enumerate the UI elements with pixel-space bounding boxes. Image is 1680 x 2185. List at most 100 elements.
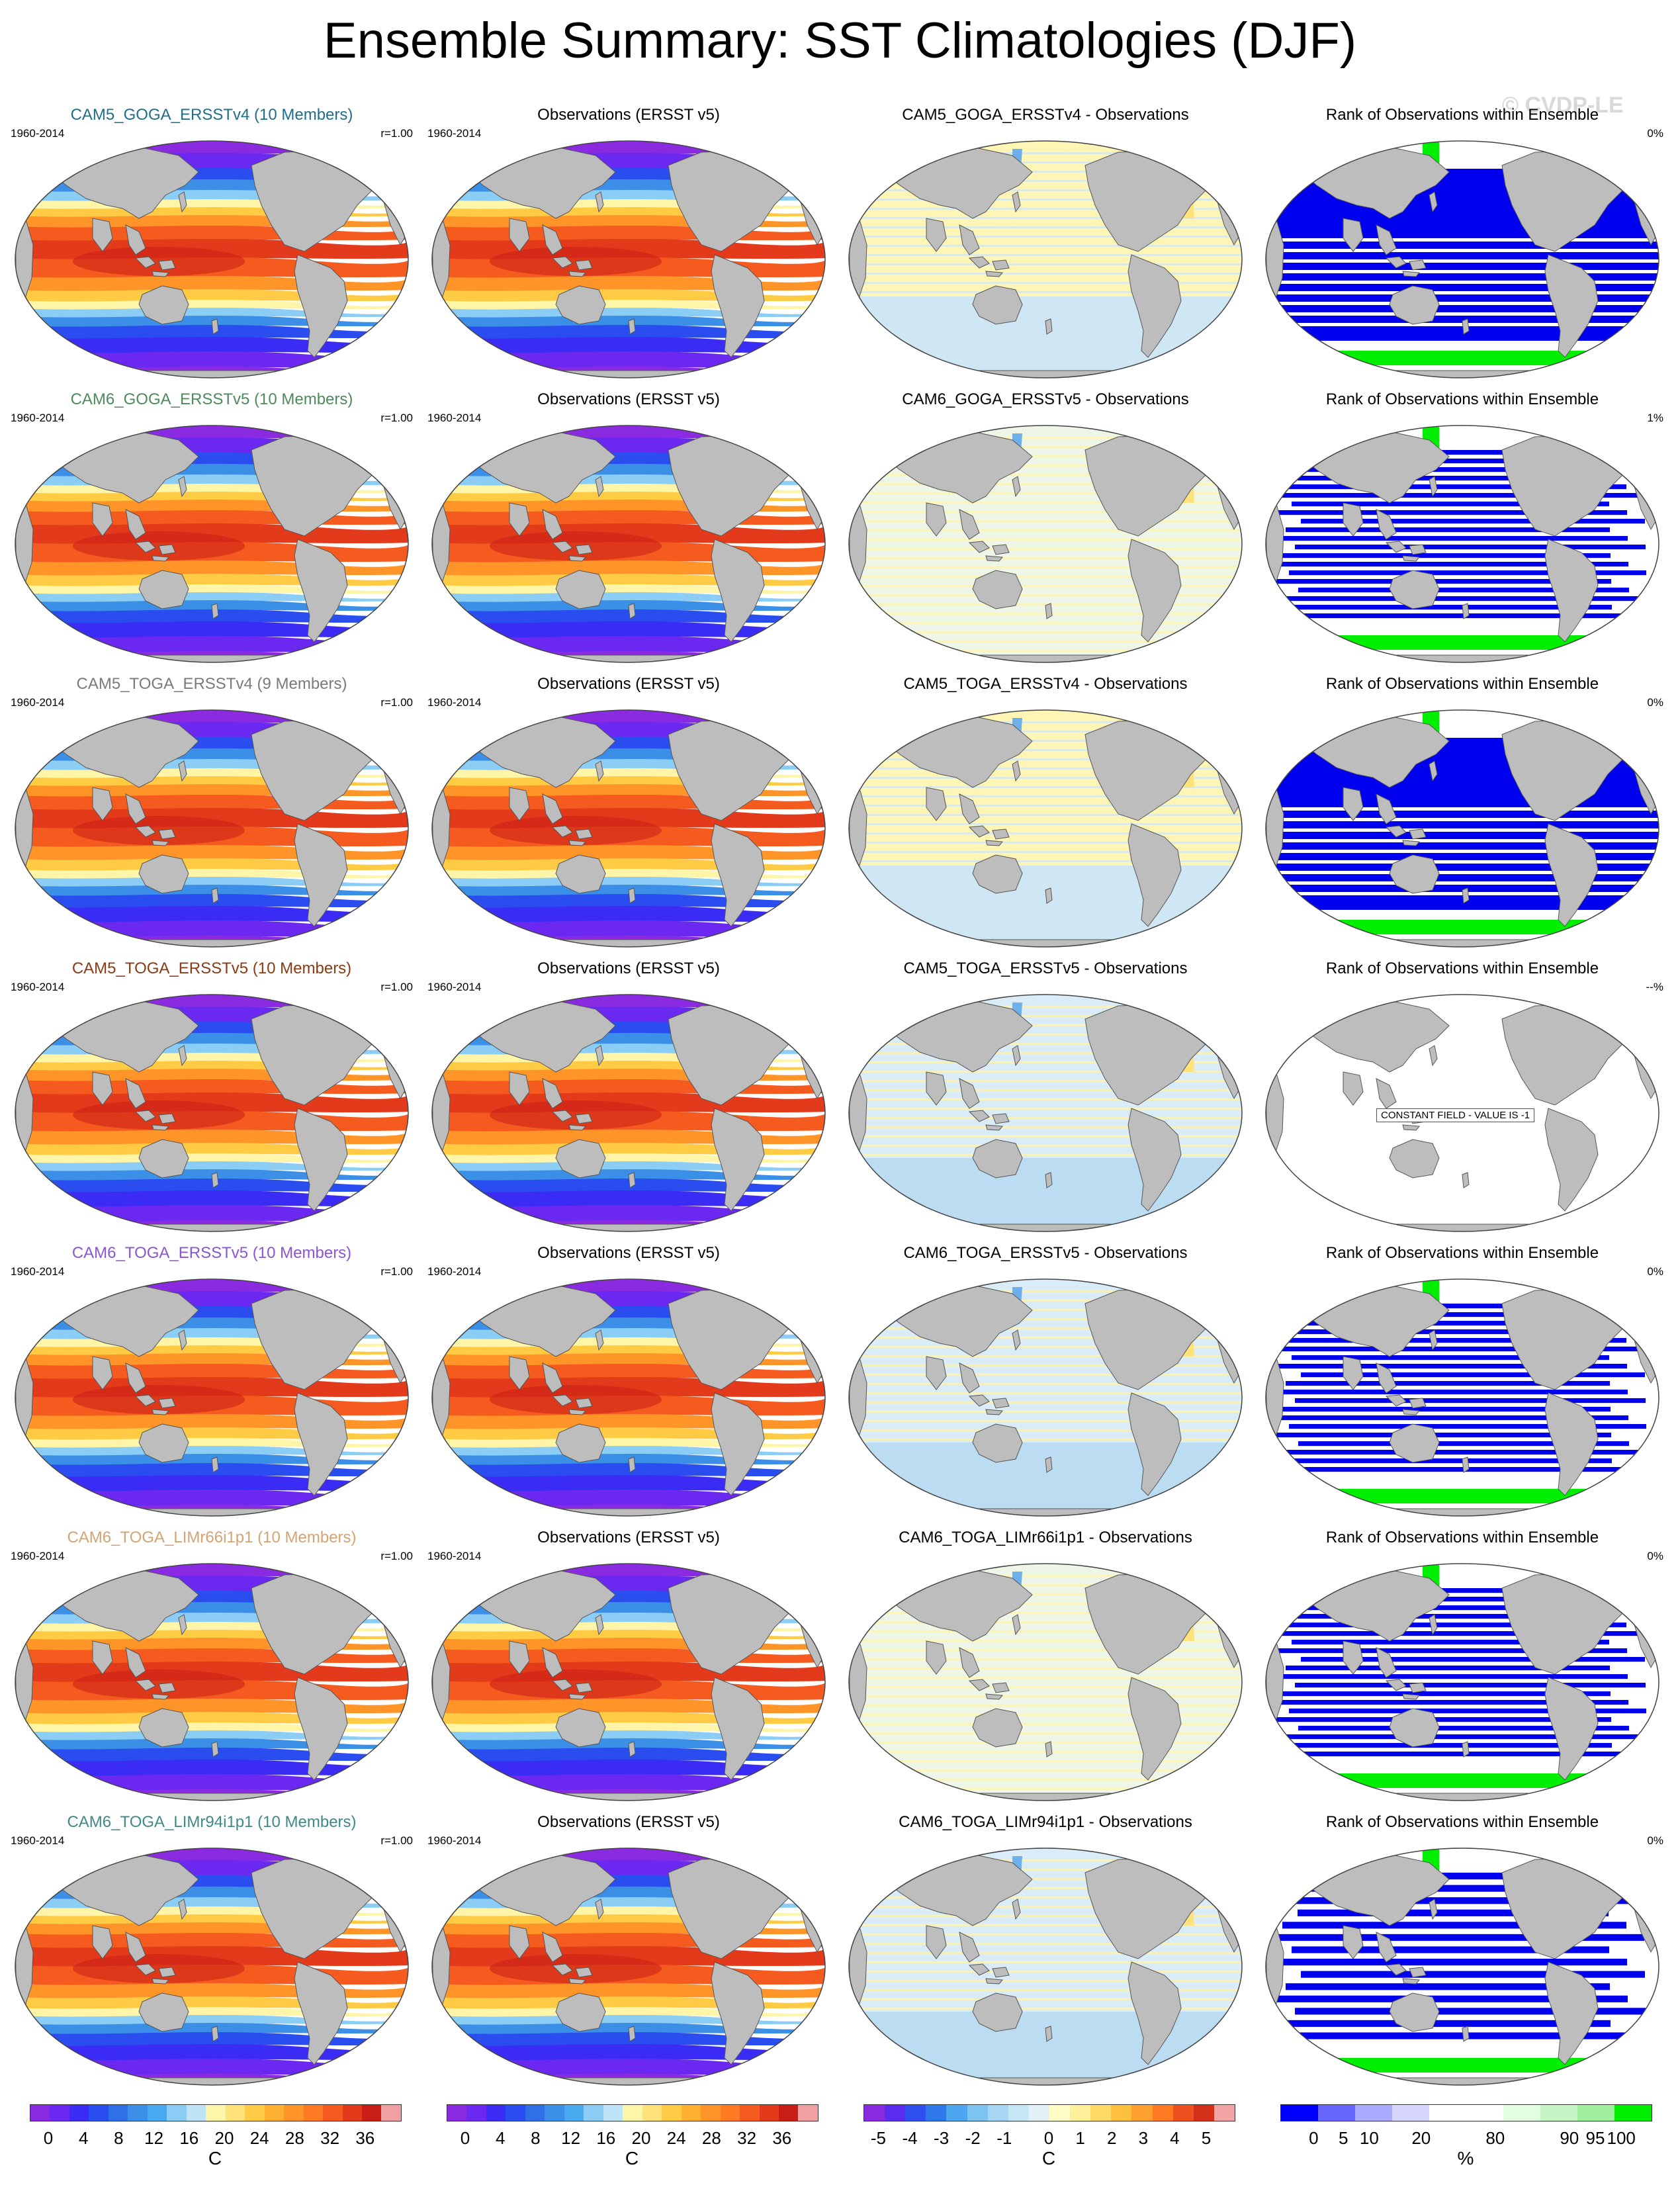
map-outline <box>431 994 826 1232</box>
colorbar-unit: % <box>1457 2148 1474 2168</box>
colorbar-swatch <box>1392 2105 1429 2121</box>
colorbar-swatch <box>50 2105 69 2121</box>
difference-map <box>847 1277 1244 1519</box>
colorbar-tick-label: 12 <box>561 2128 581 2148</box>
colorbar-tick-label: 80 <box>1485 2128 1505 2148</box>
colorbar-swatch <box>1355 2105 1392 2121</box>
panel-ensemble-mean: CAM6_TOGA_LIMr94i1p1 (10 Members) 1960-20… <box>7 1813 417 2098</box>
colorbar-swatch <box>264 2105 285 2121</box>
years-label: 1960-2014 <box>11 1265 65 1278</box>
sst-ensemble-map <box>15 709 409 948</box>
colorbar-tick-label: 20 <box>214 2128 234 2148</box>
colorbar-swatch <box>381 2105 401 2121</box>
sst-ensemble-map <box>15 140 409 379</box>
colorbar-swatch <box>662 2105 682 2121</box>
sst-map <box>430 424 827 665</box>
map-outline <box>848 425 1243 663</box>
colorbar-swatch <box>225 2105 245 2121</box>
colorbar-swatch <box>303 2105 324 2121</box>
colorbar-rank: 0 5 10 20 80 90 95 100% <box>1280 2104 1652 2177</box>
map-outline <box>1265 1278 1659 1517</box>
sst-map <box>430 139 827 380</box>
colorbar-swatch <box>486 2105 506 2121</box>
colorbar-unit: C <box>625 2148 639 2168</box>
rank-map-svg <box>1265 1278 1659 1517</box>
panel-rank: Rank of Observations within Ensemble 1% <box>1257 390 1667 675</box>
map-outline <box>848 709 1243 948</box>
ensemble-title: CAM5_GOGA_ERSSTv4 (10 Members) <box>70 106 353 124</box>
colorbar-unit: C <box>208 2148 222 2168</box>
colorbar-tick-label: -5 <box>870 2128 886 2148</box>
sst-difference-map <box>848 1848 1243 2086</box>
difference-title: CAM6_GOGA_ERSSTv5 - Observations <box>902 390 1189 408</box>
observations-title: Observations (ERSST v5) <box>537 1244 720 1262</box>
map-outline <box>431 1848 826 2086</box>
observations-title: Observations (ERSST v5) <box>537 390 720 408</box>
rank-percent-label: 0% <box>1647 1550 1663 1562</box>
colorbar-tick-label: 24 <box>249 2128 269 2148</box>
rank-map <box>1264 1846 1661 2088</box>
colorbar-swatch <box>778 2105 799 2121</box>
sst-map <box>13 1562 410 1803</box>
colorbar-swatches <box>30 2104 402 2121</box>
rank-title: Rank of Observations within Ensemble <box>1325 106 1599 124</box>
difference-map <box>847 708 1244 950</box>
sst-difference-map <box>848 709 1243 948</box>
map-outline <box>1265 994 1659 1232</box>
rank-percent-label: 0% <box>1647 696 1663 709</box>
rank-map-svg <box>1265 709 1659 948</box>
sst-ensemble-map <box>15 1278 409 1517</box>
colorbar-swatch <box>1214 2105 1235 2121</box>
colorbar-swatch <box>905 2105 926 2121</box>
page-title: Ensemble Summary: SST Climatologies (DJF… <box>323 13 1357 69</box>
colorbar-swatch <box>466 2105 486 2121</box>
colorbar-tick-label: -4 <box>902 2128 918 2148</box>
difference-map <box>847 993 1244 1234</box>
panel-ensemble-mean: CAM6_GOGA_ERSSTv5 (10 Members) 1960-2014 r… <box>7 390 417 675</box>
colorbar-tick-label: 20 <box>631 2128 651 2148</box>
colorbar-tick-label: -2 <box>965 2128 981 2148</box>
correlation-label: r=1.00 <box>380 1265 413 1278</box>
map-outline <box>15 1848 409 2086</box>
sst-map <box>13 1277 410 1519</box>
sst-observations-map <box>431 425 826 663</box>
map-outline <box>848 1563 1243 1801</box>
colorbar-swatch <box>206 2105 226 2121</box>
panel-rank: Rank of Observations within Ensemble 0% <box>1257 1529 1667 1813</box>
colorbar-tick-label: 28 <box>701 2128 721 2148</box>
colorbar-swatch <box>186 2105 206 2121</box>
colorbar-tick-label: 32 <box>320 2128 340 2148</box>
rank-percent-label: 0% <box>1647 1265 1663 1278</box>
colorbar-swatch <box>1131 2105 1153 2121</box>
panel-rank: Rank of Observations within Ensemble --% C… <box>1257 959 1667 1244</box>
colorbar-swatch <box>701 2105 721 2121</box>
sst-observations-map <box>431 709 826 948</box>
correlation-label: r=1.00 <box>380 412 413 424</box>
rank-map-svg <box>1265 1563 1659 1801</box>
sst-observations-map <box>431 1278 826 1517</box>
rank-map: CONSTANT FIELD - VALUE IS -1 <box>1264 993 1661 1234</box>
difference-title: CAM6_TOGA_ERSSTv5 - Observations <box>903 1244 1188 1262</box>
colorbar-tick-label: 8 <box>531 2128 541 2148</box>
colorbar-swatch <box>1008 2105 1029 2121</box>
observations-title: Observations (ERSST v5) <box>537 106 720 124</box>
colorbar-swatch <box>447 2105 467 2121</box>
colorbar-tick-label: 8 <box>114 2128 124 2148</box>
difference-title: CAM5_TOGA_ERSSTv5 - Observations <box>903 959 1188 977</box>
colorbar-swatch <box>147 2105 167 2121</box>
panel-difference: CAM6_TOGA_ERSSTv5 - Observations <box>840 1244 1251 1529</box>
colorbar-swatch <box>128 2105 148 2121</box>
colorbar-swatch <box>167 2105 187 2121</box>
colorbar-swatch <box>1172 2105 1194 2121</box>
sst-map <box>430 1562 827 1803</box>
colorbar-tick-label: 24 <box>666 2128 686 2148</box>
sst-map <box>13 708 410 950</box>
sst-map <box>430 1277 827 1519</box>
colorbar-swatch <box>603 2105 623 2121</box>
colorbar-swatch <box>864 2105 885 2121</box>
rank-map <box>1264 708 1661 950</box>
colorbar-sst-observations: 0 4 8 12 16 20 24 28 32 36 C <box>447 2104 818 2177</box>
rank-map-svg <box>1265 425 1659 663</box>
rank-title: Rank of Observations within Ensemble <box>1325 1813 1599 1831</box>
map-outline <box>15 140 409 379</box>
